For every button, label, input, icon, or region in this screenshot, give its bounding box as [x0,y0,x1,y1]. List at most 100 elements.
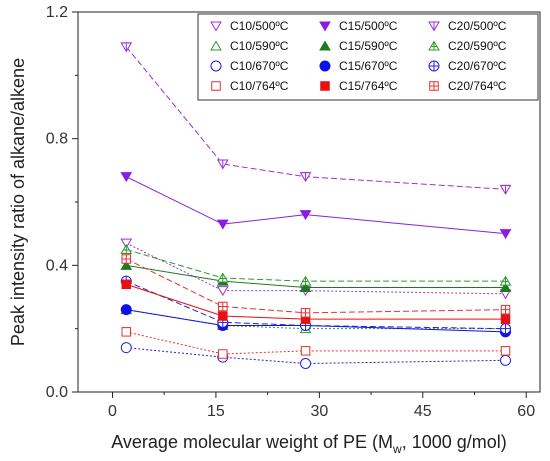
series-line [126,331,506,355]
marker-point [499,275,512,286]
marker-legend [319,21,331,32]
legend-label: C15/670ºC [339,59,398,73]
marker-legend [428,21,440,32]
series-line [126,249,506,282]
marker-point [500,346,511,356]
legend: C10/500ºC C10/590ºC C10/670ºC C10/764ºC C15/… [197,13,539,101]
legend-item: C10/590ºC [210,39,289,53]
series-c20-590-c [120,244,512,286]
legend-label: C15/500ºC [339,19,398,33]
x-tick-label: 0 [108,403,117,420]
marker-point [218,349,228,359]
legend-box [197,13,539,101]
marker-legend [210,60,222,72]
series-c15-764-c [121,279,511,324]
series-line [126,176,506,235]
marker-legend [210,40,222,51]
marker-point [500,354,512,366]
series-line [126,280,506,330]
marker-point [499,282,512,292]
marker-point [216,286,229,297]
marker-point [299,210,312,221]
legend-item: C15/670ºC [319,59,398,73]
legend-label: C10/670ºC [230,59,289,73]
marker-point [499,184,512,195]
series-line [126,258,506,314]
x-tick-label: 30 [310,403,328,420]
legend-item: C20/590ºC [428,39,507,53]
series-c15-500-c [120,172,512,240]
legend-label: C15/764ºC [339,79,398,93]
series-c20-764-c [121,254,511,318]
marker-point [299,275,312,286]
x-axis-title-subscript: w [392,442,402,456]
series-line [126,242,506,295]
x-tick-label: 45 [414,403,432,420]
x-axis-title-main: Average molecular weight of PE (M [111,432,393,452]
legend-item: C15/500ºC [319,19,398,33]
marker-legend [428,40,440,51]
marker-point [216,219,229,230]
marker-point [299,282,312,292]
marker-legend [319,60,331,72]
marker-point [218,311,228,321]
legend-item: C20/764ºC [429,79,507,93]
marker-point [499,229,512,240]
marker-point [120,42,133,53]
x-tick-label: 60 [517,403,535,420]
y-axis-title: Peak intensity ratio of alkane/alkene [8,58,28,346]
marker-point [216,272,229,283]
legend-item: C20/500ºC [428,19,507,33]
legend-item: C10/764ºC [211,79,289,93]
marker-point [120,304,132,316]
legend-label: C20/670ºC [448,59,507,73]
y-tick-label: 0.4 [46,257,68,274]
series-c15-670-c [120,304,512,338]
marker-point [300,346,311,356]
marker-point [120,342,132,354]
legend-label: C20/764ºC [448,79,507,93]
series-line [125,46,506,190]
x-axis-title-tail: , 1000 g/mol) [402,432,507,452]
series-c10-764-c [121,327,511,359]
marker-point [500,314,511,324]
marker-point [500,323,512,335]
marker-legend [429,81,439,91]
series-c10-670-c [120,342,512,369]
y-tick-label: 0.0 [46,384,68,401]
marker-legend [428,60,440,72]
marker-point [120,172,133,183]
marker-point [500,304,511,315]
legend-item: C10/670ºC [210,59,289,73]
series-line [126,264,506,288]
series-c10-500-c [120,238,512,300]
legend-item: C20/670ºC [428,59,507,73]
marker-point [121,279,132,290]
marker-point [121,327,132,337]
series-c15-590-c [120,259,512,292]
marker-point [120,244,133,254]
series-line [126,309,506,333]
legend-label: C20/500ºC [448,19,507,33]
x-tick-label: 15 [207,403,225,420]
y-tick-label: 1.2 [46,4,68,21]
series-line [126,347,506,365]
marker-legend [210,21,222,32]
marker-legend [211,81,221,91]
marker-point [216,159,229,170]
marker-point [300,358,312,369]
legend-label: C10/500ºC [230,19,289,33]
legend-label: C10/590ºC [230,39,289,53]
marker-point [121,254,132,264]
marker-legend [320,81,330,91]
series-line [126,283,506,320]
marker-point [300,308,311,318]
legend-item: C15/764ºC [320,79,398,93]
x-axis-title: Average molecular weight of PE (Mw, 1000… [111,432,507,456]
marker-point [299,172,312,183]
legend-label: C10/764ºC [230,79,289,93]
legend-label: C20/590ºC [448,39,507,53]
series-c20-500-c [120,42,512,195]
legend-label: C15/590ºC [339,39,398,53]
